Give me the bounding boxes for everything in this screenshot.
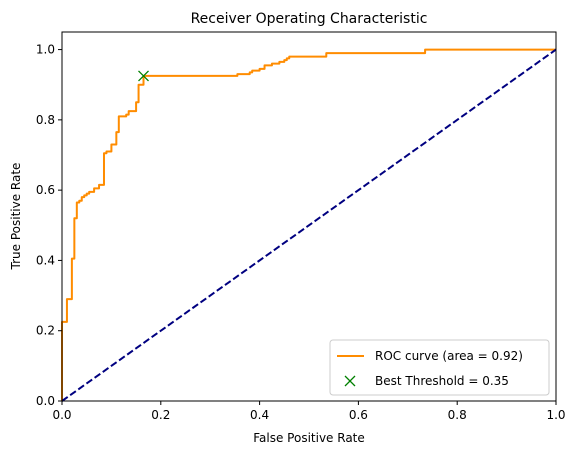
x-axis-label: False Positive Rate — [253, 431, 365, 445]
marker-layer — [138, 70, 149, 82]
roc-curve-line — [61, 48, 556, 401]
y-tick-label: 0.6 — [36, 183, 55, 197]
y-tick-label: 0.8 — [36, 113, 55, 127]
plot-frame — [61, 31, 557, 402]
legend: ROC curve (area = 0.92) Best Threshold =… — [329, 339, 550, 396]
chart-title: Receiver Operating Characteristic — [191, 11, 428, 27]
legend-threshold-x — [344, 375, 356, 387]
series-layer — [61, 48, 557, 402]
best-threshold-marker — [138, 70, 149, 82]
x-tick-label: 0.2 — [151, 408, 170, 422]
y-axis-ticks: 0.0 0.2 0.4 0.6 0.8 1.0 — [36, 43, 62, 408]
y-tick-label: 0.2 — [36, 324, 55, 338]
legend-box — [329, 339, 550, 396]
legend-threshold-label: Best Threshold = 0.35 — [375, 374, 509, 388]
x-axis-ticks: 0.0 0.2 0.4 0.6 0.8 1.0 — [52, 401, 566, 422]
y-tick-label: 0.0 — [36, 394, 55, 408]
chance-diagonal-line — [61, 48, 557, 402]
y-tick-label: 0.4 — [36, 253, 55, 267]
y-tick-label: 1.0 — [36, 43, 55, 57]
legend-threshold-marker — [344, 375, 356, 387]
legend-roc-label: ROC curve (area = 0.92) — [375, 349, 523, 363]
x-tick-label: 0.0 — [52, 408, 71, 422]
x-tick-label: 0.8 — [448, 408, 467, 422]
x-tick-label: 0.6 — [349, 408, 368, 422]
y-axis-label: True Positive Rate — [9, 163, 23, 271]
x-tick-label: 0.4 — [250, 408, 269, 422]
x-tick-label: 1.0 — [546, 408, 565, 422]
